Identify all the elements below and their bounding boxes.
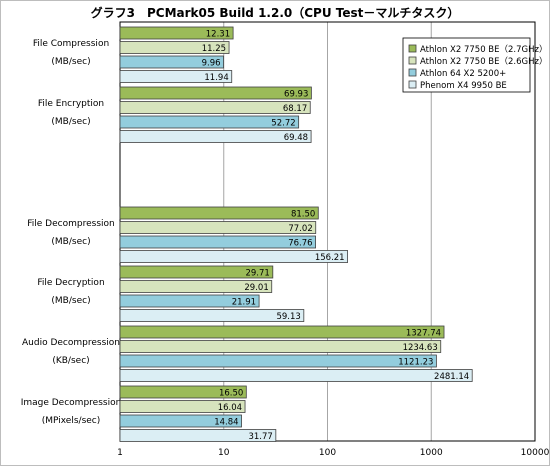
data-label: 1234.63 (403, 343, 438, 353)
bar (119, 280, 273, 293)
bar (119, 309, 305, 322)
data-label: 1327.74 (406, 329, 441, 339)
category-unit: (MPixels/sec) (42, 416, 101, 426)
category-unit: (KB/sec) (52, 356, 89, 366)
data-label: 21.91 (232, 298, 256, 308)
data-label: 68.17 (283, 104, 307, 114)
data-label: 29.71 (245, 269, 269, 279)
x-tick-label: 10 (218, 448, 230, 458)
legend-swatch (408, 80, 417, 89)
category-label: File Encryption (38, 99, 104, 109)
data-label: 156.21 (315, 253, 345, 263)
category-label: Audio Decompression (22, 338, 120, 348)
bar (119, 369, 473, 382)
bar (119, 385, 247, 399)
bar (119, 101, 311, 114)
data-label: 12.31 (206, 30, 230, 40)
legend-label: Athlon X2 7750 BE（2.6GHz） (420, 56, 547, 67)
category-unit: (MB/sec) (51, 237, 90, 247)
data-label: 11.94 (204, 73, 228, 83)
bar (119, 250, 348, 263)
bar (119, 55, 224, 69)
bar (119, 221, 317, 234)
category-unit: (MB/sec) (51, 57, 90, 67)
bar (119, 325, 445, 339)
x-tick-label: 1000 (420, 448, 443, 458)
category-unit: (MB/sec) (51, 296, 90, 306)
data-label: 16.04 (218, 403, 242, 413)
category-label: File Compression (33, 39, 109, 49)
data-label: 76.76 (288, 239, 312, 249)
category-label: File Decompression (27, 219, 114, 229)
data-label: 11.25 (202, 44, 226, 54)
data-label: 9.96 (202, 59, 221, 69)
legend-swatch (408, 44, 417, 53)
data-label: 52.72 (271, 119, 295, 129)
x-tick-label: 1 (117, 448, 123, 458)
legend-swatch (408, 56, 417, 65)
bar (119, 86, 312, 100)
bar (119, 340, 442, 353)
bar (119, 26, 234, 40)
legend-label: Athlon X2 7750 BE（2.7GHz） (420, 44, 547, 55)
legend-label: Phenom X4 9950 BE (420, 81, 507, 91)
data-label: 69.48 (284, 133, 308, 143)
data-label: 69.93 (284, 90, 308, 100)
x-tick-label: 10000 (521, 448, 550, 458)
bar (119, 130, 312, 143)
legend-swatch (408, 68, 417, 77)
legend-label: Athlon 64 X2 5200+ (420, 69, 506, 79)
legend (402, 37, 531, 93)
data-label: 31.77 (248, 432, 272, 442)
data-label: 59.13 (276, 312, 300, 322)
bar (119, 235, 316, 249)
bar (119, 41, 230, 54)
data-label: 16.50 (219, 389, 243, 399)
data-label: 29.01 (244, 283, 268, 293)
data-label: 2481.14 (434, 372, 469, 382)
bar (119, 414, 242, 428)
bar (119, 70, 233, 83)
bar (119, 294, 260, 308)
x-tick-label: 100 (319, 448, 336, 458)
data-label: 1121.23 (398, 358, 433, 368)
bar (119, 354, 437, 368)
category-label: File Decryption (37, 278, 104, 288)
bar (119, 265, 274, 279)
bar (119, 429, 277, 442)
bar (119, 206, 319, 220)
category-unit: (MB/sec) (51, 117, 90, 127)
bar (119, 400, 246, 413)
data-label: 81.50 (291, 210, 315, 220)
bar (119, 115, 300, 129)
data-label: 14.84 (214, 418, 238, 428)
category-label: Image Decompression (21, 398, 122, 408)
chart-title: グラフ3 PCMark05 Build 1.2.0（CPU Test－マルチタス… (90, 6, 460, 20)
data-label: 77.02 (288, 224, 312, 234)
